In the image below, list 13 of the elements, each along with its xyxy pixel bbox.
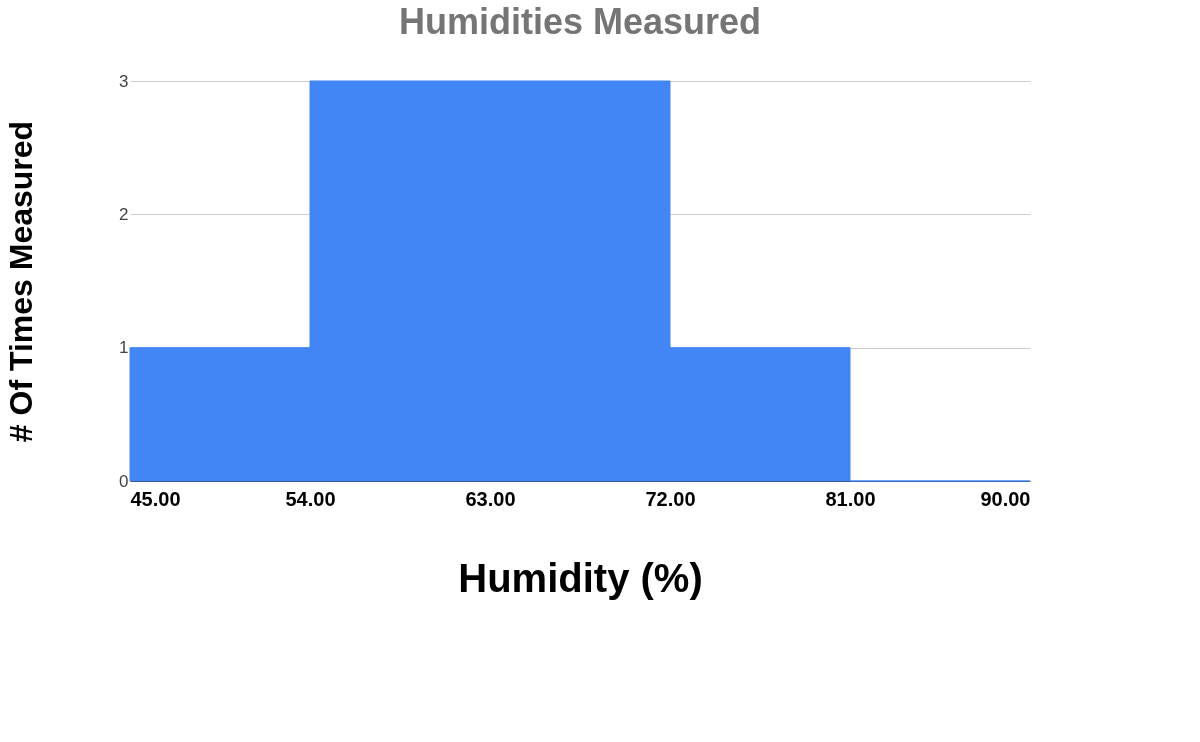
x-tick-label: 54.00 bbox=[285, 487, 336, 510]
x-tick-label: 81.00 bbox=[825, 487, 876, 510]
chart-title: Humidities Measured bbox=[398, 1, 762, 42]
y-axis-title: # Of Times Measured bbox=[3, 120, 40, 443]
x-tick-label: 45.00 bbox=[130, 487, 181, 510]
y-tick-label: 2 bbox=[119, 204, 129, 224]
x-tick-label: 72.00 bbox=[645, 487, 696, 510]
x-tick-label: 90.00 bbox=[980, 487, 1031, 510]
x-axis-title: Humidity (%) bbox=[458, 555, 703, 600]
y-tick-label: 0 bbox=[119, 471, 129, 491]
x-tick-label: 63.00 bbox=[465, 487, 516, 510]
y-tick-label: 3 bbox=[119, 71, 129, 91]
y-tick-label: 1 bbox=[119, 338, 129, 358]
